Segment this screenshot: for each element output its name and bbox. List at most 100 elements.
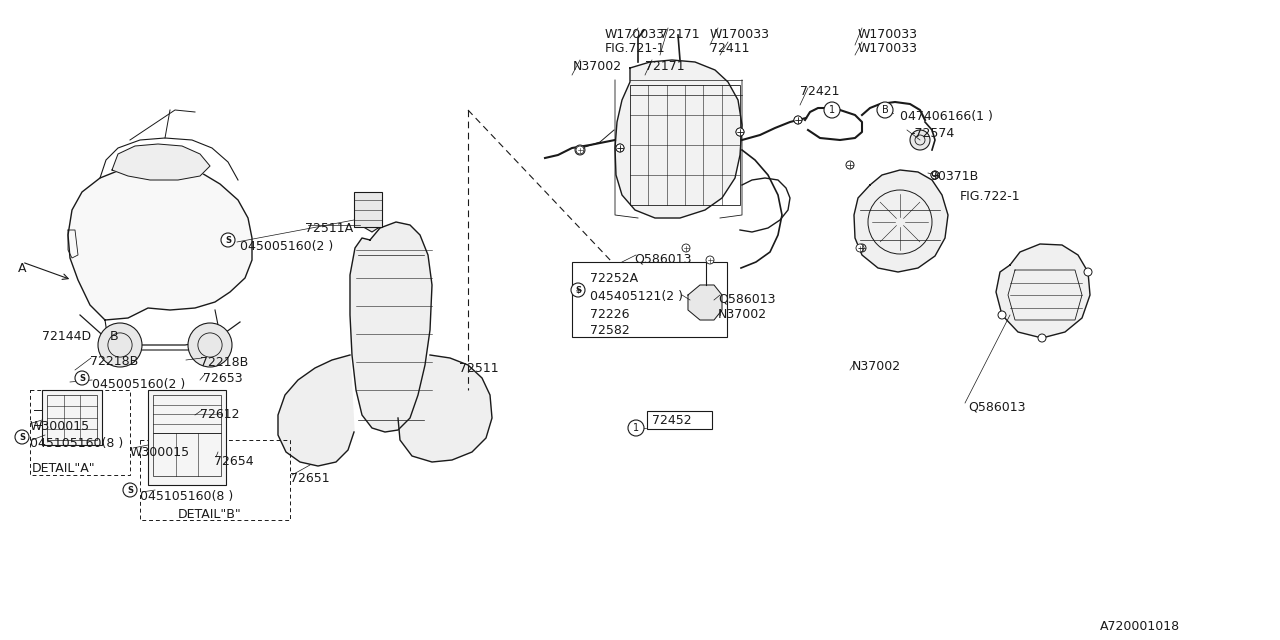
Bar (42, 390, 102, 445)
Polygon shape (113, 144, 210, 180)
Circle shape (616, 144, 625, 152)
Text: 72226: 72226 (590, 308, 630, 321)
Polygon shape (854, 170, 948, 272)
Text: Q586013: Q586013 (718, 292, 776, 305)
Text: 045005160(2 ): 045005160(2 ) (92, 378, 186, 391)
Text: W300015: W300015 (131, 446, 191, 459)
Circle shape (76, 371, 90, 385)
Bar (355, 192, 381, 227)
Text: 72511A: 72511A (305, 222, 353, 235)
Text: 045005160(2 ): 045005160(2 ) (241, 240, 333, 253)
Circle shape (221, 233, 236, 247)
Text: 72651: 72651 (291, 472, 330, 485)
Circle shape (736, 128, 744, 136)
Polygon shape (398, 355, 492, 462)
Circle shape (794, 116, 803, 124)
Text: 72511: 72511 (460, 362, 499, 375)
Bar (572, 262, 727, 337)
Text: W170033: W170033 (710, 28, 771, 41)
Circle shape (628, 420, 644, 436)
Text: DETAIL"A": DETAIL"A" (32, 462, 96, 475)
Circle shape (616, 144, 625, 152)
Circle shape (571, 283, 585, 297)
Text: S: S (19, 433, 26, 442)
Text: 72654: 72654 (214, 455, 253, 468)
Text: 72252A: 72252A (590, 272, 639, 285)
Circle shape (707, 256, 714, 264)
Text: 1: 1 (829, 105, 835, 115)
Circle shape (824, 102, 840, 118)
Text: S: S (225, 236, 230, 244)
Circle shape (998, 311, 1006, 319)
Bar (154, 395, 221, 433)
Circle shape (856, 244, 864, 252)
Text: W170033: W170033 (605, 28, 666, 41)
Circle shape (573, 286, 582, 294)
Polygon shape (278, 355, 355, 466)
Text: 72218B: 72218B (200, 356, 248, 369)
Text: 72218B: 72218B (90, 355, 138, 368)
Text: 1: 1 (632, 423, 639, 433)
Circle shape (576, 146, 584, 154)
Text: 90371B: 90371B (931, 170, 978, 183)
Text: 72411: 72411 (710, 42, 750, 55)
Text: Q586013: Q586013 (968, 400, 1025, 413)
Polygon shape (355, 195, 378, 232)
Text: 045405121(2 ): 045405121(2 ) (590, 290, 684, 303)
Bar (29, 390, 131, 475)
Text: W300015: W300015 (29, 420, 90, 433)
Circle shape (794, 116, 803, 124)
Circle shape (188, 323, 232, 367)
Circle shape (123, 483, 137, 497)
Bar (630, 85, 740, 205)
Text: FIG.721-1: FIG.721-1 (605, 42, 666, 55)
Text: Q586013: Q586013 (634, 252, 691, 265)
Text: N37002: N37002 (718, 308, 767, 321)
Text: A720001018: A720001018 (1100, 620, 1180, 633)
Text: 72144D: 72144D (42, 330, 91, 343)
Text: S: S (127, 486, 133, 495)
Text: N37002: N37002 (852, 360, 901, 373)
Circle shape (846, 161, 854, 169)
Text: B: B (110, 330, 119, 343)
Circle shape (858, 244, 867, 252)
Text: -72574: -72574 (910, 127, 955, 140)
Bar (47, 395, 97, 440)
Text: 72582: 72582 (590, 324, 630, 337)
Polygon shape (614, 60, 742, 218)
Text: W170033: W170033 (858, 42, 918, 55)
Text: 72421: 72421 (800, 85, 840, 98)
Text: 72612: 72612 (200, 408, 239, 421)
Bar (646, 411, 712, 429)
Text: 045105160(8 ): 045105160(8 ) (140, 490, 233, 503)
Text: S: S (575, 285, 581, 294)
Circle shape (575, 145, 585, 155)
Circle shape (931, 171, 940, 179)
Polygon shape (996, 244, 1091, 338)
Circle shape (682, 244, 690, 252)
Bar (154, 433, 221, 476)
Polygon shape (68, 165, 252, 320)
Text: 72653: 72653 (204, 372, 243, 385)
Circle shape (736, 128, 744, 136)
Circle shape (99, 323, 142, 367)
Text: A: A (18, 262, 27, 275)
Text: 72452: 72452 (652, 413, 691, 426)
Polygon shape (349, 222, 433, 432)
Text: FIG.722-1: FIG.722-1 (960, 190, 1020, 203)
Text: W170033: W170033 (858, 28, 918, 41)
Text: 72171: 72171 (660, 28, 700, 41)
Circle shape (910, 130, 931, 150)
Circle shape (1038, 334, 1046, 342)
Circle shape (931, 171, 940, 179)
Text: 045105160(8 ): 045105160(8 ) (29, 437, 123, 450)
Text: N37002: N37002 (573, 60, 622, 73)
Text: DETAIL"B": DETAIL"B" (178, 508, 242, 521)
Text: 047406166(1 ): 047406166(1 ) (900, 110, 993, 123)
Circle shape (15, 430, 29, 444)
Circle shape (877, 102, 893, 118)
Bar (140, 440, 291, 520)
Text: B: B (882, 105, 888, 115)
Polygon shape (689, 285, 722, 320)
Text: S: S (79, 374, 84, 383)
